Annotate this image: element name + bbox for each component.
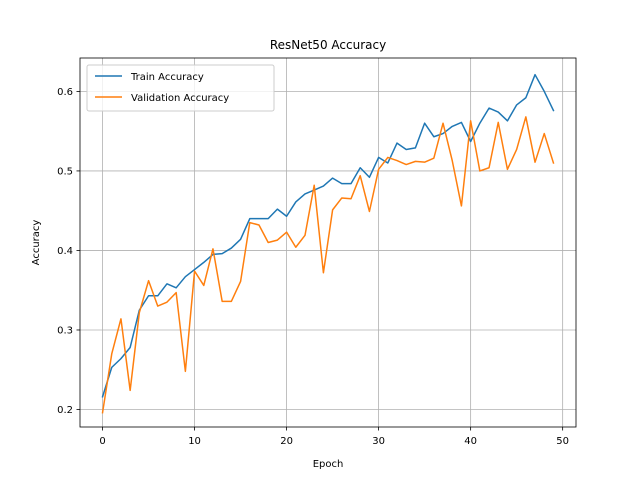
x-tick-label: 10 (188, 436, 201, 447)
y-tick-label: 0.3 (57, 325, 73, 336)
chart-title: ResNet50 Accuracy (270, 38, 386, 52)
y-tick-label: 0.4 (57, 246, 73, 257)
x-tick-label: 30 (372, 436, 385, 447)
series-layer (101, 73, 555, 414)
x-tick-label: 40 (464, 436, 477, 447)
train-accuracy-line (101, 73, 555, 398)
legend: Train Accuracy Validation Accuracy (86, 64, 275, 112)
y-tick-label: 0.6 (57, 87, 73, 98)
ticks: 0 10 20 30 40 50 0.2 0.3 0.4 0.5 0.6 (57, 87, 569, 447)
x-axis-label: Epoch (313, 459, 344, 470)
legend-label-train: Train Accuracy (130, 72, 204, 83)
y-tick-label: 0.2 (57, 405, 73, 416)
x-tick-label: 50 (556, 436, 569, 447)
legend-label-validation: Validation Accuracy (131, 93, 229, 104)
x-tick-label: 20 (280, 436, 293, 447)
validation-accuracy-line (101, 116, 555, 414)
grid (80, 58, 576, 427)
legend-box (86, 64, 275, 112)
y-axis-label: Accuracy (31, 220, 42, 266)
x-tick-label: 0 (99, 436, 105, 447)
plot-area-frame (79, 57, 577, 428)
y-tick-label: 0.5 (57, 166, 73, 177)
